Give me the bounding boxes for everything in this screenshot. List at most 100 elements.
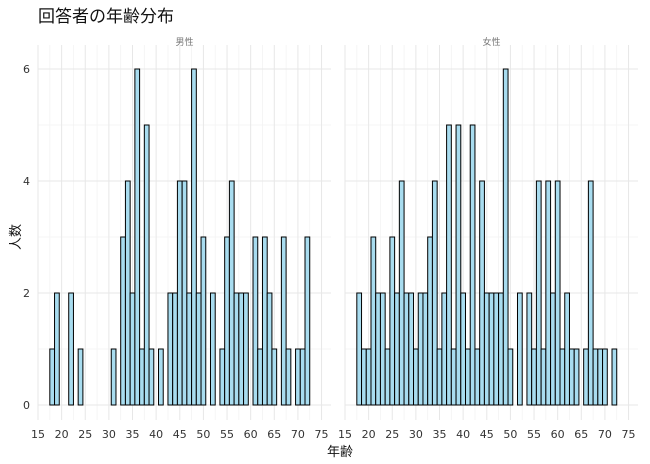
histogram-bar — [209, 292, 216, 406]
x-tick-label: 40 — [149, 428, 163, 441]
histogram-bar — [587, 180, 594, 406]
histogram-bar — [181, 180, 188, 406]
histogram-bar — [602, 348, 608, 406]
histogram-bar — [134, 68, 141, 406]
x-tick-label: 35 — [433, 428, 447, 441]
histogram-bar — [531, 348, 537, 406]
histogram-bar — [474, 348, 481, 406]
histogram-bar — [361, 348, 367, 406]
x-tick-label: 30 — [409, 428, 423, 441]
x-tick-label: 25 — [385, 428, 399, 441]
histogram-bar — [493, 292, 500, 406]
panel-female: 女性 15 20 25 30 35 40 45 50 55 60 65 70 75 — [338, 36, 638, 441]
histogram-bar — [545, 180, 552, 406]
histogram-bar — [266, 292, 273, 406]
histogram-bar — [228, 180, 235, 406]
x-tick-label: 75 — [315, 428, 329, 441]
histogram-bar — [436, 348, 443, 406]
x-tick-label: 45 — [173, 428, 187, 441]
histogram-bar — [167, 292, 174, 406]
x-tick-label: 65 — [574, 428, 588, 441]
histogram-bar — [139, 348, 145, 406]
histogram-bar — [550, 292, 556, 406]
histogram-bar — [375, 292, 381, 406]
histogram-bar — [417, 292, 424, 406]
x-tick-label: 65 — [267, 428, 281, 441]
histogram-bar — [403, 292, 410, 406]
histogram-bar — [568, 348, 575, 406]
y-tick-label: 2 — [23, 287, 30, 300]
histogram-bar — [191, 68, 197, 406]
histogram-bar — [592, 348, 599, 406]
histogram-bar — [233, 292, 240, 406]
histogram-bar — [186, 292, 193, 406]
panel-male: 男性 15 20 25 30 35 40 45 50 55 60 65 70 75 0 2 4 6 — [23, 36, 331, 441]
histogram-bar — [413, 348, 419, 406]
x-tick-label: 15 — [338, 428, 352, 441]
histogram-bar — [224, 236, 230, 406]
histogram-bar — [611, 348, 618, 406]
histogram-bar — [143, 124, 150, 406]
histogram-bar — [526, 292, 533, 406]
x-tick-label: 55 — [527, 428, 541, 441]
histogram-bar — [54, 292, 60, 406]
x-tick-label: 20 — [362, 428, 376, 441]
histogram-bar — [516, 292, 523, 406]
histogram-bar — [554, 180, 561, 406]
histogram-bar — [172, 292, 178, 406]
facet-panels: 男性 15 20 25 30 35 40 45 50 55 60 65 70 75 0 2 4 6 女性 15 20 25… — [23, 36, 638, 441]
histogram-bar — [460, 292, 467, 406]
histogram-bar — [583, 348, 589, 406]
histogram-bar — [219, 348, 226, 406]
x-axis-title: 年齢 — [327, 445, 353, 460]
histogram-bar — [243, 292, 249, 406]
histogram-bar — [450, 348, 457, 406]
histogram-bar — [455, 124, 462, 406]
histogram-bar — [535, 180, 542, 406]
x-tick-label: 25 — [78, 428, 92, 441]
histogram-bar — [498, 292, 504, 406]
x-tick-label: 75 — [622, 428, 636, 441]
y-tick-label: 0 — [23, 399, 30, 412]
histogram-bar — [431, 180, 438, 406]
x-tick-label: 60 — [551, 428, 565, 441]
histogram-bar — [304, 236, 311, 406]
histogram-bar — [465, 348, 471, 406]
histogram-bar — [540, 348, 547, 406]
histogram-bar — [280, 236, 287, 406]
chart-title: 回答者の年齢分布 — [38, 7, 174, 27]
histogram-bar — [176, 180, 183, 406]
histogram-bar — [422, 292, 429, 406]
histogram-bar — [129, 292, 136, 406]
histogram-bar — [77, 348, 84, 406]
histogram-bar — [120, 236, 126, 406]
facet-label: 女性 — [482, 36, 500, 48]
x-tick-label: 35 — [126, 428, 140, 441]
x-tick-label: 70 — [598, 428, 612, 441]
histogram-bar — [483, 292, 490, 406]
histogram-bar — [564, 292, 570, 406]
histogram-bar — [271, 348, 278, 406]
histogram-bar — [379, 292, 386, 406]
histogram-bar — [195, 292, 202, 406]
y-tick-label: 4 — [23, 175, 30, 188]
x-tick-label: 70 — [291, 428, 305, 441]
facet-label: 男性 — [175, 36, 193, 48]
x-tick-label: 55 — [220, 428, 234, 441]
histogram-bar — [398, 180, 405, 406]
y-tick-label: 6 — [23, 63, 30, 76]
histogram-bar — [49, 348, 56, 406]
histogram-bar — [299, 348, 306, 406]
x-tick-label: 15 — [31, 428, 45, 441]
x-tick-label: 60 — [244, 428, 258, 441]
histogram-bar — [573, 348, 580, 406]
x-tick-label: 50 — [503, 428, 517, 441]
histogram-bar — [389, 236, 396, 406]
histogram-bar — [261, 236, 268, 406]
histogram-bar — [68, 292, 74, 406]
histogram-bar — [441, 292, 448, 406]
histogram-bar — [370, 236, 377, 406]
histogram-bar — [384, 348, 391, 406]
histogram-bar — [469, 124, 476, 406]
histogram-bar — [479, 180, 485, 406]
